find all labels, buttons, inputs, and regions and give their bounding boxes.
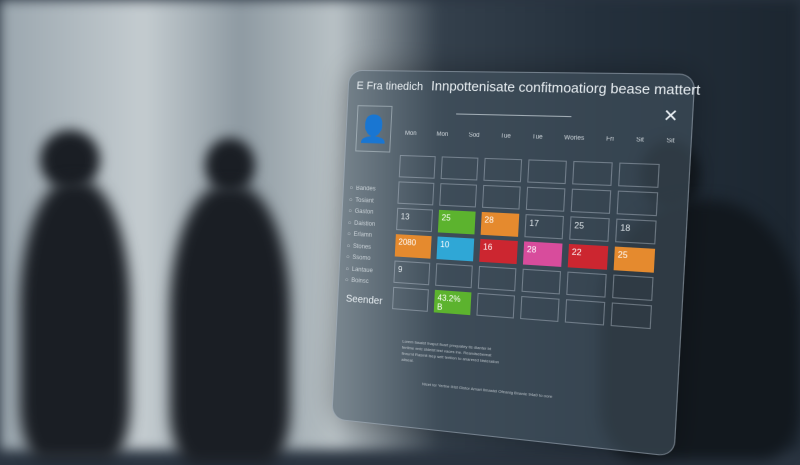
menu-item-icon: ○ xyxy=(347,219,352,227)
day-cell[interactable] xyxy=(618,162,660,188)
event-cell[interactable]: 28 xyxy=(522,241,563,267)
sidebar-item-label: Erlamn xyxy=(353,231,373,239)
day-cell[interactable] xyxy=(521,268,562,295)
weekday-header: Tue xyxy=(500,133,512,140)
day-cell[interactable]: 13 xyxy=(396,207,433,233)
user-icon: 👤 xyxy=(357,112,391,144)
close-icon[interactable]: ✕ xyxy=(662,107,679,127)
menu-item-icon: ○ xyxy=(349,185,354,192)
person-silhouette-head xyxy=(205,138,255,193)
avatar: 👤 xyxy=(355,105,393,153)
day-cell[interactable] xyxy=(527,159,567,185)
weekday-header: Mon xyxy=(436,131,449,139)
person-silhouette xyxy=(170,185,290,465)
weekday-header: Mon xyxy=(404,130,417,138)
day-cell[interactable] xyxy=(398,154,436,179)
day-cell[interactable] xyxy=(440,156,479,181)
day-cell[interactable] xyxy=(610,302,653,330)
menu-item-icon: ○ xyxy=(344,277,349,284)
day-cell[interactable] xyxy=(616,190,659,217)
notes-text: Lorem fasaist fnaput ficart prnquatey ti… xyxy=(401,338,500,365)
app-label: E Fra tinedich xyxy=(356,80,424,94)
day-cell[interactable] xyxy=(483,157,523,183)
day-cell[interactable] xyxy=(482,184,521,210)
sidebar-footer: Seender xyxy=(345,293,383,308)
event-cell[interactable]: 25 xyxy=(613,246,656,273)
sidebar-item-label: Boinsc xyxy=(351,277,369,286)
day-cell[interactable] xyxy=(612,274,654,301)
event-cell[interactable]: 28 xyxy=(480,211,520,237)
weekday-header: Sod xyxy=(468,132,480,139)
sidebar-item-label: Ssomo xyxy=(352,254,371,262)
day-cell[interactable] xyxy=(566,271,607,298)
sidebar-item-label: Tosiant xyxy=(355,197,374,205)
sidebar-item-label: Bandes xyxy=(355,185,376,193)
sidebar: ○ Bandes ○ Tosiant ○ Gaston ○ Daistion ○ Erlamn ○ S… xyxy=(345,183,378,289)
menu-item-icon: ○ xyxy=(348,208,353,215)
event-cell[interactable]: 43.2% B xyxy=(433,289,472,316)
day-cell[interactable] xyxy=(435,263,473,289)
event-cell[interactable]: 22 xyxy=(567,243,609,270)
day-cell[interactable] xyxy=(520,295,560,322)
sidebar-item[interactable]: ○ Boinsc xyxy=(345,275,373,288)
day-cell[interactable] xyxy=(570,188,612,214)
calendar-grid: 13 25 28 17 25 18 2080 10 16 28 22 25 9 43.2% B xyxy=(392,154,660,330)
sidebar-item[interactable]: ○ Bandes xyxy=(349,183,377,196)
window-title: E Fra tinedich Innpottenisate confitmoati… xyxy=(356,77,701,98)
day-cell[interactable]: 17 xyxy=(524,214,564,240)
event-cell[interactable]: 25 xyxy=(437,209,476,235)
menu-item-icon: ○ xyxy=(347,231,351,238)
title-text: Innpottenisate confitmoatiorg bease matt… xyxy=(430,77,701,99)
sidebar-item-label: Daistion xyxy=(354,220,376,228)
calendar-panel: E Fra tinedich Innpottenisate confitmoati… xyxy=(331,69,701,458)
menu-item-icon: ○ xyxy=(345,265,350,273)
weekday-header: Tue xyxy=(531,134,543,141)
person-silhouette xyxy=(20,180,130,460)
sidebar-item-label: Stones xyxy=(352,243,372,251)
weekday-header: Sit xyxy=(666,137,675,145)
sidebar-item[interactable]: ○ Erlamn xyxy=(347,229,375,242)
weekday-headers: Mon Mon Sod Tue Tue Worles Fri Sit Sit xyxy=(405,131,675,145)
day-cell[interactable] xyxy=(476,292,515,319)
footer-text: Nicet ter Yertne IHst Gistor Amart Ilmas… xyxy=(421,381,553,399)
menu-item-icon: ○ xyxy=(348,196,353,204)
weekday-header: Fri xyxy=(605,136,614,143)
event-cell[interactable]: 10 xyxy=(436,236,475,262)
weekday-header: Sit xyxy=(635,137,645,144)
day-cell[interactable]: 18 xyxy=(615,218,657,245)
menu-item-icon: ○ xyxy=(346,242,351,250)
menu-item-icon: ○ xyxy=(345,254,350,261)
day-cell[interactable] xyxy=(477,265,517,292)
day-cell[interactable] xyxy=(525,186,566,212)
day-cell[interactable] xyxy=(392,286,429,312)
divider xyxy=(456,113,572,118)
day-cell[interactable] xyxy=(572,160,613,186)
day-cell[interactable] xyxy=(439,183,478,208)
weekday-header: Worles xyxy=(563,135,585,143)
event-cell[interactable]: 2080 xyxy=(394,234,432,259)
sidebar-item-label: Lantaue xyxy=(351,266,373,274)
sidebar-item[interactable]: ○ Gaston xyxy=(348,206,376,219)
day-cell[interactable] xyxy=(564,299,606,326)
day-cell[interactable]: 9 xyxy=(393,260,431,286)
day-cell[interactable]: 25 xyxy=(569,216,610,242)
sidebar-item-label: Gaston xyxy=(354,208,374,216)
event-cell[interactable]: 16 xyxy=(479,238,518,265)
day-cell[interactable] xyxy=(397,181,435,206)
